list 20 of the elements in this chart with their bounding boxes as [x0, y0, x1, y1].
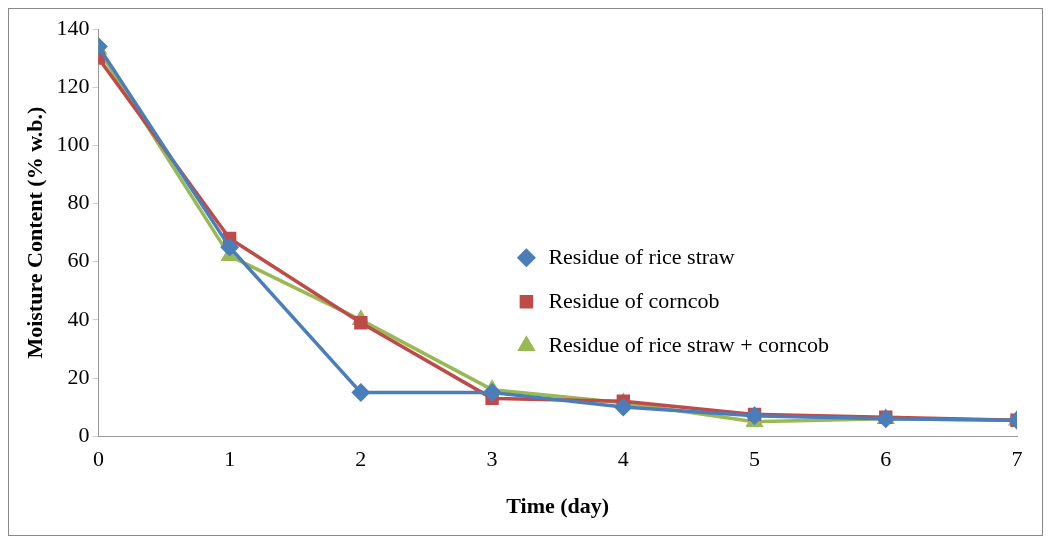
x-tick-label: 2 [355, 446, 367, 472]
x-tick-label: 4 [617, 446, 629, 472]
legend-label: Residue of rice straw [548, 243, 735, 269]
x-tick-label: 1 [224, 446, 236, 472]
y-tick-label: 0 [78, 421, 90, 447]
x-axis-title: Time (day) [506, 493, 610, 519]
x-tick-label: 5 [749, 446, 761, 472]
y-axis-title: Moisture Content (% w.b.) [21, 106, 47, 359]
legend-label: Residue of corncob [548, 287, 720, 313]
x-tick-label: 7 [1011, 446, 1023, 472]
y-tick-label: 140 [56, 14, 90, 40]
x-tick-label: 6 [880, 446, 892, 472]
y-tick-label: 120 [56, 72, 90, 98]
y-tick-label: 40 [67, 305, 90, 331]
y-tick-label: 80 [67, 189, 90, 215]
x-tick-label: 3 [486, 446, 498, 472]
y-tick-label: 100 [56, 131, 90, 157]
legend-label: Residue of rice straw + corncob [548, 331, 829, 357]
y-tick-label: 20 [67, 363, 90, 389]
y-tick-label: 60 [67, 247, 90, 273]
